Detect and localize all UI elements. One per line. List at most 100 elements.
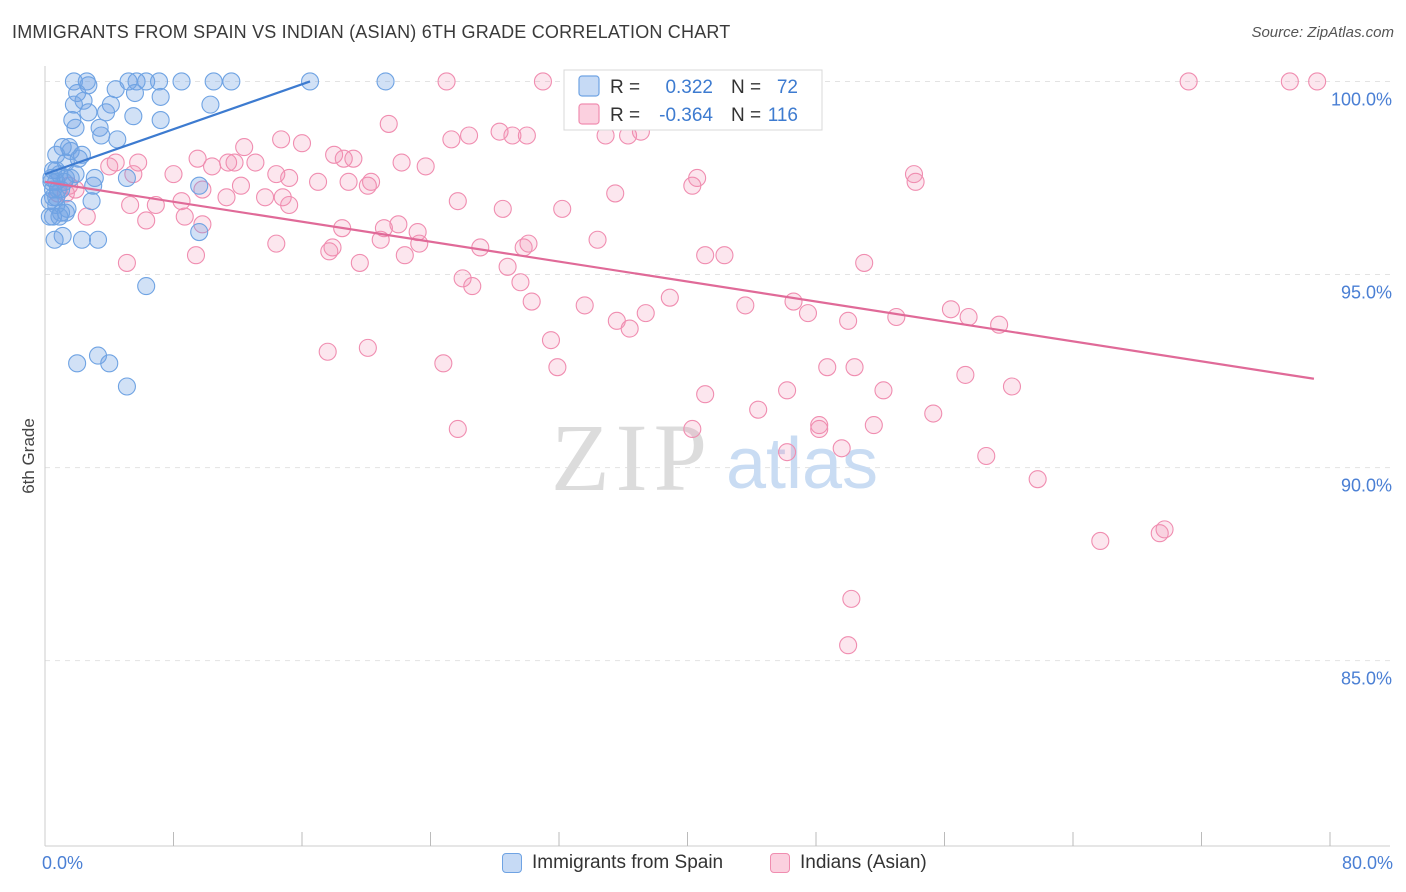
trend-lines xyxy=(44,80,1315,380)
indian-point xyxy=(1150,524,1169,543)
indian-point xyxy=(956,365,975,384)
y-axis-label: 6th Grade xyxy=(19,418,38,494)
y-tick-label: 85.0% xyxy=(1341,669,1392,689)
spain-point xyxy=(151,111,170,130)
watermark: ZIP atlas xyxy=(551,404,878,511)
indian-point xyxy=(696,246,715,265)
watermark-atlas: atlas xyxy=(726,424,878,504)
indian-point xyxy=(137,211,156,230)
indian-point xyxy=(437,72,456,91)
indian-point xyxy=(453,269,472,288)
indian-point xyxy=(325,145,344,164)
indian-point xyxy=(334,149,353,168)
spain-point xyxy=(66,118,85,137)
indian-point xyxy=(1091,531,1110,551)
indian-point xyxy=(267,234,286,253)
indian-point xyxy=(459,126,479,145)
spain-point xyxy=(201,95,220,114)
spain-point xyxy=(84,176,103,195)
spain-point xyxy=(64,95,83,114)
indian-point xyxy=(272,130,291,149)
spain-point xyxy=(190,222,209,242)
indian-point xyxy=(1179,72,1198,91)
indian-point xyxy=(533,72,552,91)
spain-point xyxy=(88,230,108,249)
indian-point xyxy=(839,636,858,655)
spain-point xyxy=(108,130,127,149)
indian-point xyxy=(246,153,265,172)
indian-point xyxy=(100,157,119,176)
indian-point xyxy=(959,307,978,327)
indian-point xyxy=(358,338,377,357)
legend-swatch-indian xyxy=(770,853,790,873)
spain-point xyxy=(149,72,169,91)
indian-point xyxy=(280,195,299,215)
indian-point xyxy=(924,404,943,423)
chart-source: Source: ZipAtlas.com xyxy=(1251,24,1394,41)
x-tick-label: 0.0% xyxy=(42,853,83,873)
spain-point xyxy=(117,377,136,396)
legend-indian-r-value: -0.364 xyxy=(659,105,713,126)
spain-trend-line xyxy=(44,80,311,176)
indian-point xyxy=(350,253,369,272)
spain-point xyxy=(204,72,223,91)
indian-point xyxy=(798,304,818,323)
indian-point xyxy=(842,589,861,608)
indian-point xyxy=(503,126,522,145)
indian-point xyxy=(379,114,398,133)
axes xyxy=(44,66,1390,847)
legend-indian-r-label: R = xyxy=(610,105,640,126)
legend-indian-n-value: 116 xyxy=(768,105,798,126)
axis-labels: 100.0% 95.0% 90.0% 85.0% 0.0% 80.0% 6th Grade xyxy=(19,89,1393,873)
spain-point xyxy=(376,72,395,91)
indian-point xyxy=(320,242,339,261)
spain-point xyxy=(82,192,101,211)
indian-point xyxy=(517,126,536,145)
indian-point xyxy=(463,277,482,296)
spain-point xyxy=(72,230,91,249)
indian-point xyxy=(225,153,244,172)
spain-point xyxy=(50,207,69,226)
indian-point xyxy=(906,172,925,191)
indian-point xyxy=(553,199,572,218)
legend-indian-swatch xyxy=(578,103,600,125)
series-legend: Immigrants from Spain Indians (Asian) xyxy=(0,852,1406,878)
indian-point xyxy=(117,253,136,272)
indian-point xyxy=(203,157,222,176)
indian-point xyxy=(749,400,768,419)
indian-point xyxy=(309,172,328,191)
indian-point xyxy=(874,381,893,400)
indian-point xyxy=(235,138,254,157)
spain-point xyxy=(222,72,241,91)
indian-point xyxy=(374,219,393,238)
indian-point xyxy=(175,207,194,226)
indian-point xyxy=(778,381,797,400)
spain-point xyxy=(85,168,104,188)
indian-point xyxy=(683,419,702,439)
indian-point xyxy=(448,419,467,439)
legend-label-indian: Indians (Asian) xyxy=(800,852,927,873)
spain-point xyxy=(137,277,156,296)
spain-point xyxy=(117,168,136,188)
spain-point xyxy=(45,230,64,249)
indian-point xyxy=(855,253,874,272)
indian-point xyxy=(188,149,207,168)
spain-point xyxy=(151,87,170,106)
indian-point xyxy=(339,172,358,191)
indian-trend-line xyxy=(44,180,1315,380)
indian-point xyxy=(522,292,541,311)
indian-point xyxy=(887,307,906,327)
indian-point xyxy=(636,304,655,323)
spain-point xyxy=(127,72,146,91)
indian-point xyxy=(129,153,148,172)
spain-point xyxy=(172,72,191,91)
spain-point xyxy=(96,103,116,122)
y-tick-label: 95.0% xyxy=(1341,283,1392,303)
legend-spain-r-label: R = xyxy=(610,77,640,98)
indian-point xyxy=(292,134,312,153)
indian-point xyxy=(864,416,883,435)
indian-point xyxy=(493,199,512,218)
indian-point xyxy=(448,192,467,211)
indian-point xyxy=(941,300,960,319)
